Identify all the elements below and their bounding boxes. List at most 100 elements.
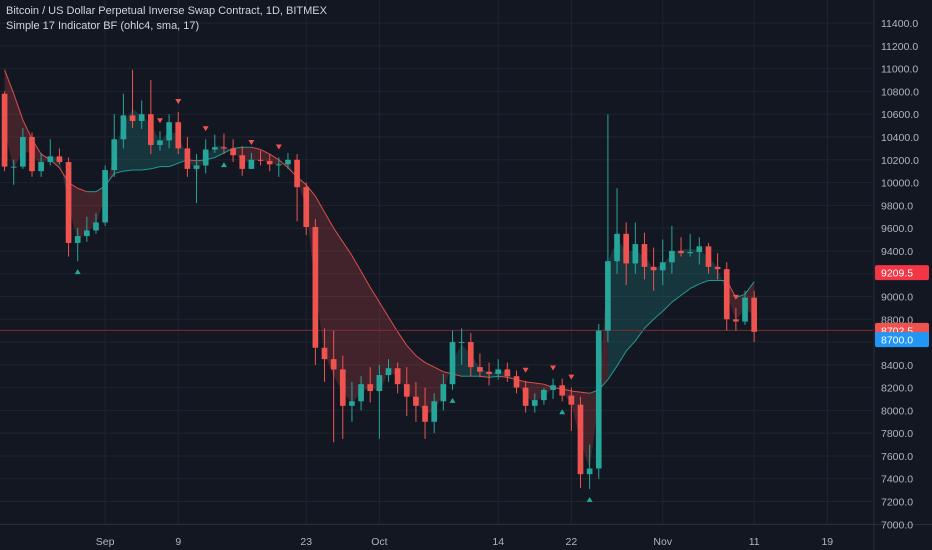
candle-body[interactable] [678,250,684,254]
candle-body[interactable] [285,159,291,165]
candle-body[interactable] [230,148,236,156]
candle-body[interactable] [29,137,35,172]
candle-body[interactable] [394,368,401,385]
price-badge-crosshair [875,332,929,348]
candle-body[interactable] [650,266,657,271]
candle-body[interactable] [431,401,438,422]
candle-body[interactable] [742,297,748,322]
symbol-title[interactable]: Bitcoin / US Dollar Perpetual Inverse Sw… [6,5,327,17]
indicator-title[interactable]: Simple 17 Indicator BF (ohlc4, sma, 17) [6,20,200,32]
candle-body[interactable] [477,367,483,372]
candle-body[interactable] [166,122,172,141]
candle-body[interactable] [705,246,712,267]
candle-body[interactable] [239,155,246,169]
candle-body[interactable] [330,359,337,370]
chart-legend: Bitcoin / US Dollar Perpetual Inverse Sw… [6,4,327,34]
candle-body[interactable] [248,159,255,169]
candle-body[interactable] [312,226,319,348]
candle-body[interactable] [440,384,447,402]
sma-line-segment [333,227,344,243]
candle-body[interactable] [550,385,556,390]
candle-body[interactable] [623,233,630,264]
candle-body[interactable] [56,156,63,163]
candle-body[interactable] [1,93,8,167]
sma-line-segment [580,391,590,394]
candle-body[interactable] [376,375,383,392]
candle-body[interactable] [47,156,54,163]
candle-body[interactable] [175,122,182,149]
candle-body[interactable] [605,261,611,331]
candle-body[interactable] [138,114,145,122]
candle-body[interactable] [339,369,346,406]
candle-body[interactable] [541,389,547,401]
candle-body[interactable] [458,342,465,344]
candle-body[interactable] [751,297,757,332]
sma-fill-segment [132,108,142,171]
candle-body[interactable] [65,162,72,243]
candle-body[interactable] [211,147,218,150]
candle-body[interactable] [202,149,209,166]
candle-body[interactable] [687,252,694,254]
candle-body[interactable] [349,401,355,406]
candle-body[interactable] [568,395,575,405]
sell-marker-icon [175,98,182,104]
candle-body[interactable] [577,404,584,475]
candle-body[interactable] [294,159,300,188]
candle-body[interactable] [275,164,282,166]
candle-body[interactable] [714,266,721,270]
buy-marker-icon [74,269,81,275]
candle-body[interactable] [486,371,492,374]
sma-fill-segment [653,264,663,320]
sma-line-segment [314,195,325,213]
candle-body[interactable] [38,162,44,172]
candle-body[interactable] [449,342,456,385]
candle-body[interactable] [111,139,118,171]
sma-line-segment [305,184,316,197]
candle-body[interactable] [641,244,648,267]
candle-body[interactable] [659,262,666,271]
sma-line-segment [168,162,179,168]
candle-body[interactable] [595,330,602,469]
candle-body[interactable] [403,384,410,397]
candle-body[interactable] [303,187,310,227]
candle-body[interactable] [586,468,593,475]
candle-body[interactable] [184,148,191,169]
candle-body[interactable] [522,387,529,406]
candle-body[interactable] [147,114,154,145]
candle-body[interactable] [422,405,428,422]
candle-body[interactable] [632,244,639,264]
candle-body[interactable] [157,140,163,145]
candle-body[interactable] [504,369,511,377]
sma-line-segment [269,153,280,161]
candle-body[interactable] [696,246,703,253]
candle-body[interactable] [531,400,538,406]
candle-body[interactable] [723,269,730,320]
candle-body[interactable] [120,115,127,140]
candle-body[interactable] [257,159,264,161]
candle-body[interactable] [358,384,364,402]
candle-body[interactable] [93,222,99,231]
candle-body[interactable] [495,369,502,374]
candle-body[interactable] [367,384,374,392]
candle-body[interactable] [385,368,392,376]
candle-body[interactable] [193,165,200,169]
candle-body[interactable] [102,170,108,223]
candle-body[interactable] [513,376,520,388]
candle-body[interactable] [84,230,90,237]
candle-body[interactable] [221,147,227,149]
candle-body[interactable] [20,137,26,167]
candle-body[interactable] [10,166,17,168]
candle-body[interactable] [129,115,136,122]
candle-body[interactable] [614,233,620,262]
sma-line-segment [625,340,636,352]
candle-body[interactable] [413,396,419,406]
candle-body[interactable] [559,385,566,396]
candle-body[interactable] [266,160,273,165]
candle-body[interactable] [733,319,739,322]
candle-body[interactable] [321,347,328,360]
candle-body[interactable] [669,250,675,263]
candle-body[interactable] [467,342,474,368]
candle-body[interactable] [74,236,81,243]
